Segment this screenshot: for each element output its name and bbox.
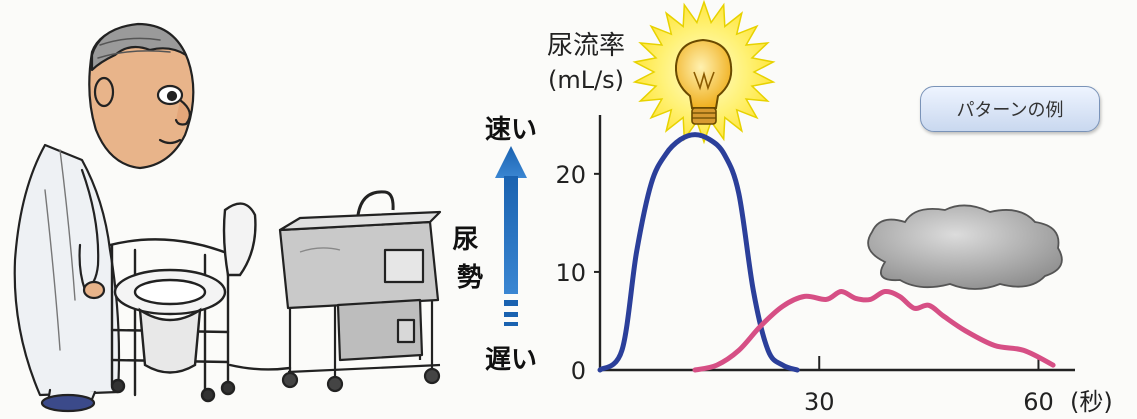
stream-speed-arrow: [495, 146, 527, 326]
x-unit-label: (秒): [1070, 388, 1113, 416]
slow-label: 遅い: [485, 345, 537, 375]
series-line-2: [692, 288, 1056, 373]
x-tick-label: 60: [1023, 388, 1054, 416]
elderly-man-illustration: [13, 22, 195, 413]
pattern-example-label: パターンの例: [956, 100, 1064, 121]
flow-rate-label: 尿流率: [547, 31, 625, 61]
toilet-frame-illustration: [108, 202, 292, 403]
stream-force-label: 尿 勢: [452, 225, 487, 293]
pattern-example-badge: パターンの例: [920, 86, 1100, 132]
x-tick-label: 30: [804, 388, 835, 416]
arrow-dash-1: [504, 300, 518, 306]
y-tick-label: 0: [571, 357, 586, 385]
fast-label: 速い: [485, 115, 537, 145]
arrow-dash-3: [504, 322, 518, 326]
flow-chart: 0 10 20 30 60 (秒): [555, 115, 1113, 416]
arrow-dash-2: [504, 312, 518, 317]
y-tick-label: 10: [555, 259, 586, 287]
stream-force-char-1: 尿: [452, 225, 478, 255]
arrow-shaft: [504, 176, 518, 294]
cloud-icon: [867, 204, 1063, 290]
light-bulb-icon: [632, 0, 776, 145]
stream-force-char-2: 勢: [457, 263, 483, 293]
series-line-1: [597, 132, 800, 373]
y-tick-label: 20: [555, 161, 586, 189]
flow-rate-unit-label: (mL/s): [548, 66, 624, 94]
uroflowmeter-cart-illustration: [278, 190, 442, 393]
arrow-head: [495, 146, 527, 178]
